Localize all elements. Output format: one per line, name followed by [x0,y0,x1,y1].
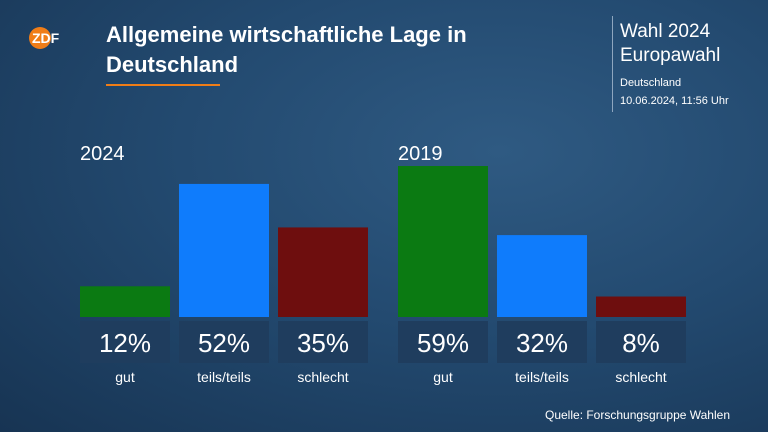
info-timestamp: 10.06.2024, 11:56 Uhr [620,95,729,107]
source-note: Quelle: Forschungsgruppe Wahlen [545,408,730,422]
info-panel: Wahl 2024 Europawahl Deutschland 10.06.2… [620,20,729,110]
info-election-year: Wahl 2024 [620,21,711,42]
bar-2024-1 [179,183,269,317]
info-election-name: Europawahl [620,45,721,66]
bar-2019-2 [596,296,686,317]
value-label-2024-2: 35% [297,328,349,358]
category-label-2019-2: schlecht [615,369,666,385]
bar-2019-0 [398,166,488,317]
value-label-2024-0: 12% [99,328,151,358]
value-box-2019-1 [497,321,587,363]
info-region: Deutschland [620,77,682,89]
value-box-2019-0 [398,321,488,363]
title-underline [106,84,220,86]
value-label-2019-2: 8% [622,328,660,358]
value-label-2024-1: 52% [198,328,250,358]
category-label-2019-1: teils/teils [515,369,569,385]
value-box-2024-2 [278,321,368,363]
category-label-2019-0: gut [433,369,453,385]
category-label-2024-1: teils/teils [197,369,251,385]
value-box-2024-0 [80,321,170,363]
chart-1-year-title: 2019 [398,143,443,165]
value-box-2019-2 [596,321,686,363]
zdf-logo-text: ZDF [32,30,60,46]
value-label-2019-1: 32% [516,328,568,358]
chart-title: Allgemeine wirtschaftliche Lage in Deuts… [106,22,467,77]
category-label-2024-2: schlecht [297,369,348,385]
info-divider [612,16,613,112]
zdf-logo: ZDF [29,27,60,49]
value-label-2019-0: 59% [417,328,469,358]
value-box-2024-1 [179,321,269,363]
bar-2024-2 [278,227,368,317]
bar-2024-0 [80,286,170,317]
chart-0-year-title: 2024 [80,143,125,165]
category-label-2024-0: gut [115,369,135,385]
bar-2019-1 [497,235,587,317]
